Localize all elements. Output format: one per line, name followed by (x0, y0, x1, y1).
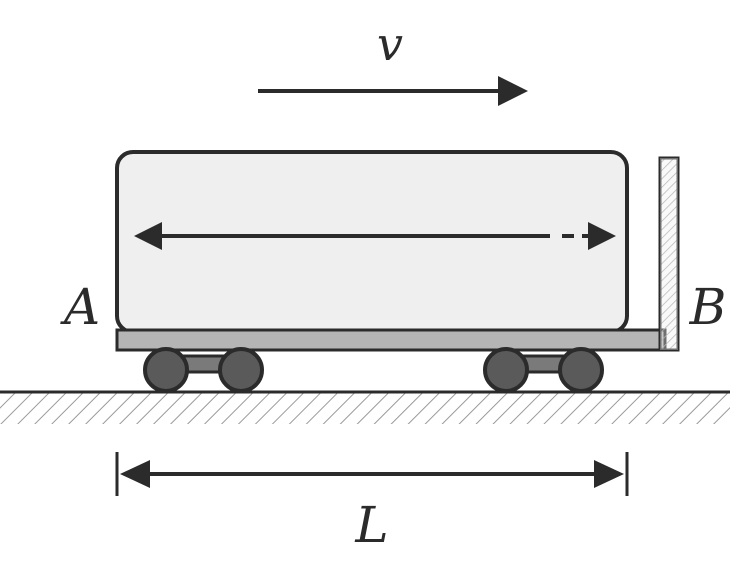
wheel (483, 347, 529, 393)
wheel (218, 347, 264, 393)
velocity-label: v (377, 17, 403, 71)
wheel (558, 347, 604, 393)
length-dimension (115, 452, 629, 496)
ground (0, 390, 730, 424)
car-platform (115, 328, 667, 352)
left-bogie (143, 347, 264, 393)
velocity-arrow (258, 76, 528, 106)
end-wall-b (658, 156, 680, 352)
inner-double-arrow (134, 222, 616, 250)
right-bogie (483, 347, 604, 393)
car-body (115, 150, 629, 334)
end-label-b: B (689, 278, 727, 336)
end-label-a: A (60, 278, 100, 336)
wheel (143, 347, 189, 393)
length-label: L (354, 496, 388, 554)
